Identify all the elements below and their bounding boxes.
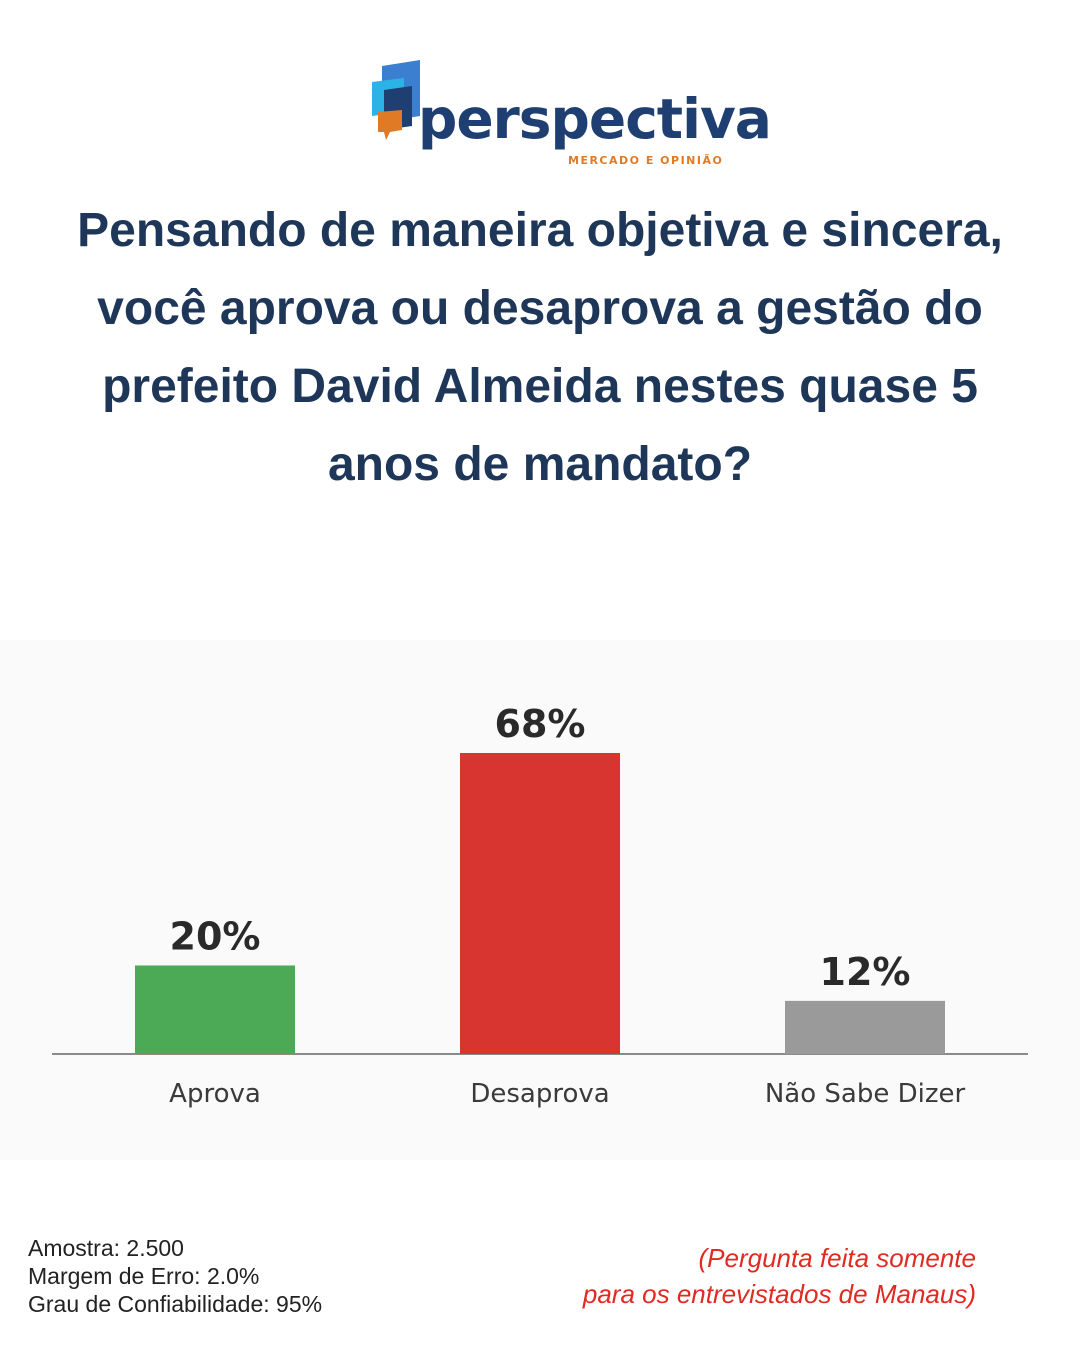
logo-wordmark: perspectiva bbox=[418, 87, 772, 151]
note-line-1: (Pergunta feita somente bbox=[698, 1243, 977, 1273]
question-title: Pensando de maneira objetiva e sincera, … bbox=[77, 204, 1003, 491]
bar-value-label: 12% bbox=[820, 950, 911, 994]
category-label: Aprova bbox=[169, 1079, 261, 1109]
survey-note: (Pergunta feita somente para os entrevis… bbox=[583, 1240, 976, 1312]
bar-value-label: 68% bbox=[495, 702, 586, 746]
note-line-2: para os entrevistados de Manaus) bbox=[582, 1279, 976, 1309]
confidence-level-text: Grau de Confiabilidade: 95% bbox=[28, 1291, 323, 1317]
brand-logo: perspectiva MERCADO E OPINIÃO bbox=[368, 56, 772, 172]
survey-methodology: Amostra: 2.500 Margem de Erro: 2.0% Grau… bbox=[28, 1234, 322, 1318]
logo-mark-icon bbox=[372, 60, 420, 140]
logo-tagline: MERCADO E OPINIÃO bbox=[568, 154, 724, 167]
bar-value-label: 20% bbox=[170, 914, 261, 958]
approval-bar-chart: 20% Aprova 68% Desaprova 12% Não Sabe Dizer bbox=[52, 702, 1028, 1109]
bar-desaprova bbox=[460, 753, 620, 1054]
bar-aprova bbox=[135, 965, 295, 1054]
sample-size-text: Amostra: 2.500 bbox=[28, 1235, 184, 1261]
bar-n-o-sabe-dizer bbox=[785, 1000, 945, 1054]
category-label: Desaprova bbox=[470, 1079, 609, 1109]
category-label: Não Sabe Dizer bbox=[765, 1079, 966, 1109]
error-margin-text: Margem de Erro: 2.0% bbox=[28, 1263, 260, 1289]
